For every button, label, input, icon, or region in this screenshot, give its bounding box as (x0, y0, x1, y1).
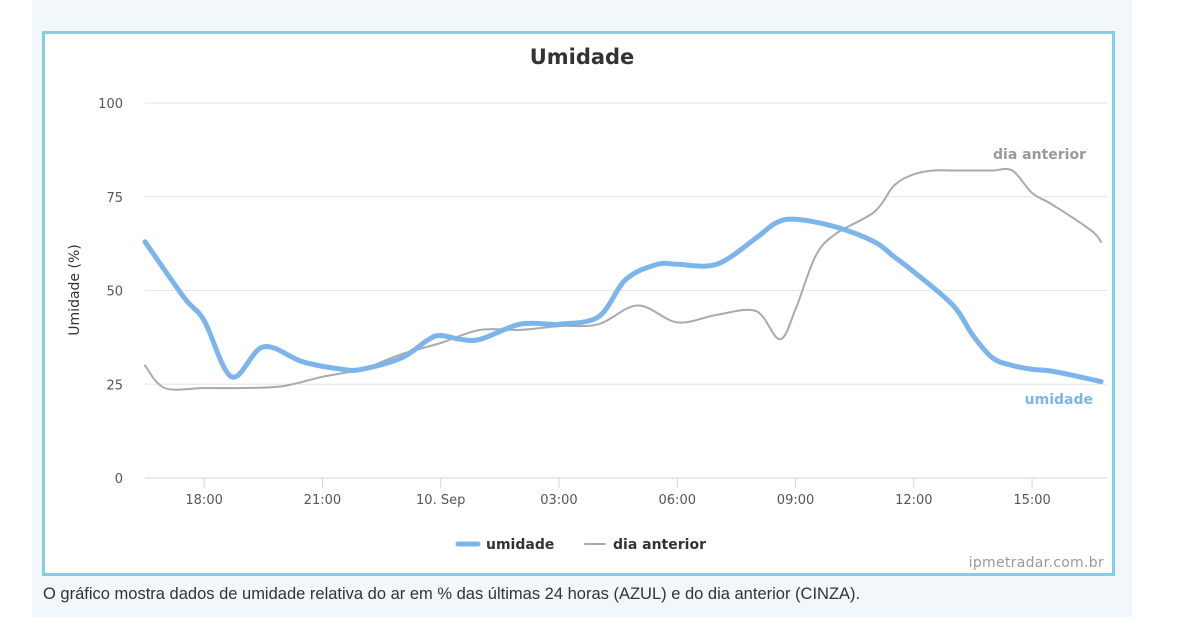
y-tick-label: 75 (106, 191, 123, 206)
x-tick-label: 03:00 (540, 493, 577, 508)
legend: umidade dia anterior (455, 537, 706, 553)
legend-item-label: dia anterior (613, 537, 706, 553)
y-tick-label: 50 (106, 285, 123, 300)
legend-item-label: umidade (486, 537, 554, 553)
axis-layer: 0 25 50 75 100 18:00 21:00 10. Sep 03:00 06:00 09:… (98, 97, 1107, 508)
x-tick-label: 09:00 (777, 493, 814, 508)
series-layer (142, 167, 1104, 391)
x-tick-label: 15:00 (1013, 493, 1050, 508)
series-end-label: umidade (1025, 392, 1093, 408)
grid-layer (145, 102, 1107, 385)
chart-title: Umidade (530, 45, 635, 69)
chart-caption: O gráfico mostra dados de umidade relati… (43, 585, 861, 603)
x-tick-label: 10. Sep (416, 493, 465, 508)
credit-link[interactable]: ipmetradar.com.br (968, 555, 1104, 571)
y-axis-title: Umidade (%) (67, 244, 83, 335)
series-line-umidade (142, 216, 1104, 385)
y-tick-label: 100 (98, 97, 123, 112)
chart-frame: ipmetradar.com.br (42, 31, 1115, 576)
x-tick-label: 06:00 (659, 493, 696, 508)
x-tick-label: 12:00 (895, 493, 932, 508)
series-end-label: dia anterior (993, 147, 1086, 163)
y-tick-label: 0 (115, 472, 123, 487)
x-tick-label: 18:00 (185, 493, 222, 508)
x-tick-label: 21:00 (304, 493, 341, 508)
y-tick-label: 25 (106, 378, 123, 393)
series-line-dia-anterior (144, 167, 1103, 391)
label-layer: umidade dia anterior (993, 147, 1093, 408)
